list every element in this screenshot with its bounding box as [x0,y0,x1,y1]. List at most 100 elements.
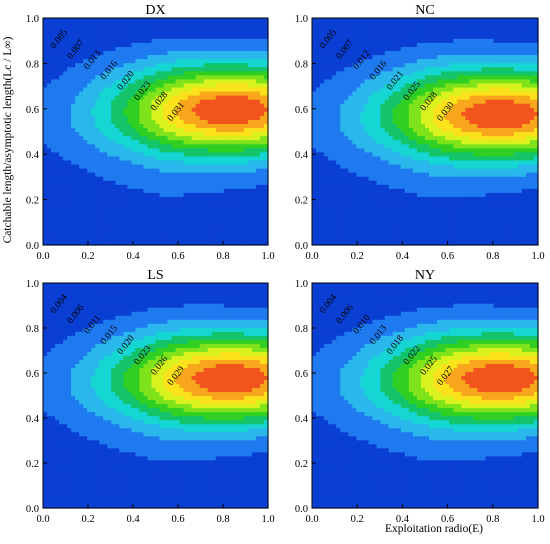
heatmap-cell [429,168,434,173]
heatmap-cell [160,213,165,218]
heatmap-cell [236,46,241,51]
heatmap-cell [200,144,205,149]
heatmap-cell [119,115,124,120]
heatmap-cell [252,54,257,59]
heatmap-cell [373,225,378,230]
heatmap-cell [200,132,205,137]
heatmap-cell [168,204,173,209]
heatmap-cell [123,107,128,112]
heatmap-cell [248,50,253,55]
heatmap-cell [437,160,442,165]
heatmap-cell [200,34,205,39]
heatmap-cell [510,127,515,132]
heatmap-cell [510,152,515,157]
heatmap-cell [417,136,422,141]
heatmap-cell [441,229,446,234]
heatmap-cell [160,83,165,88]
heatmap-cell [490,213,495,218]
heatmap-cell [103,180,108,185]
heatmap-cell [393,140,398,145]
heatmap-cell [180,34,185,39]
heatmap-cell [67,71,72,76]
heatmap-cell [63,200,68,205]
heatmap-cell [43,87,48,92]
heatmap-cell [465,144,470,149]
heatmap-cell [429,213,434,218]
heatmap-cell [160,229,165,234]
heatmap-cell [336,184,341,189]
heatmap-cell [324,144,329,149]
heatmap-cell [103,144,108,149]
heatmap-cell [103,148,108,153]
heatmap-cell [164,180,169,185]
heatmap-cell [369,184,374,189]
heatmap-cell [228,176,233,181]
heatmap-cell [139,229,144,234]
heatmap-cell [139,63,144,68]
heatmap-cell [344,184,349,189]
heatmap-cell [184,54,189,59]
heatmap-cell [220,156,225,161]
heatmap-cell [123,26,128,31]
heatmap-cell [502,160,507,165]
heatmap-cell [119,42,124,47]
heatmap-cell [172,172,177,177]
heatmap-cell [75,188,80,193]
heatmap-cell [151,172,156,177]
heatmap-cell [127,136,132,141]
heatmap-cell [252,156,257,161]
heatmap-cell [360,168,365,173]
heatmap-cell [244,184,249,189]
heatmap-cell [465,172,470,177]
heatmap-cell [256,107,261,112]
heatmap-cell [316,144,321,149]
heatmap-cell [208,144,213,149]
heatmap-cell [59,180,64,185]
heatmap-cell [91,164,96,169]
heatmap-cell [99,229,104,234]
heatmap-cell [156,144,161,149]
heatmap-cell [377,160,382,165]
heatmap-cell [172,50,177,55]
heatmap-cell [344,217,349,222]
heatmap-cell [188,176,193,181]
heatmap-cell [490,148,495,153]
heatmap-cell [204,209,209,214]
heatmap-cell [409,233,414,238]
heatmap-cell [514,152,519,157]
heatmap-cell [441,160,446,165]
heatmap-cell [79,75,84,80]
heatmap-cell [164,148,169,153]
heatmap-cell [320,229,325,234]
heatmap-cell [184,156,189,161]
heatmap-cell [131,237,136,242]
heatmap-cell [502,115,507,120]
heatmap-cell [397,196,402,201]
heatmap-cell [147,144,152,149]
heatmap-cell [252,237,257,242]
heatmap-cell [51,123,56,128]
heatmap-cell [119,184,124,189]
heatmap-cell [216,140,221,145]
heatmap-cell [429,152,434,157]
heatmap-cell [196,111,201,116]
heatmap-cell [236,160,241,165]
heatmap-cell [356,144,361,149]
heatmap-cell [200,233,205,238]
x-tick-label: 0.4 [126,251,140,262]
heatmap-cell [91,233,96,238]
heatmap-cell [328,172,333,177]
heatmap-cell [123,18,128,23]
heatmap-cell [409,237,414,242]
heatmap-cell [312,237,317,242]
heatmap-cell [518,213,523,218]
heatmap-cell [83,75,88,80]
heatmap-cell [385,188,390,193]
heatmap-cell [79,140,84,145]
heatmap-cell [236,229,241,234]
heatmap-cell [188,42,193,47]
heatmap-cell [75,144,80,149]
heatmap-cell [252,168,257,173]
heatmap-cell [127,99,132,104]
heatmap-cell [115,26,120,31]
